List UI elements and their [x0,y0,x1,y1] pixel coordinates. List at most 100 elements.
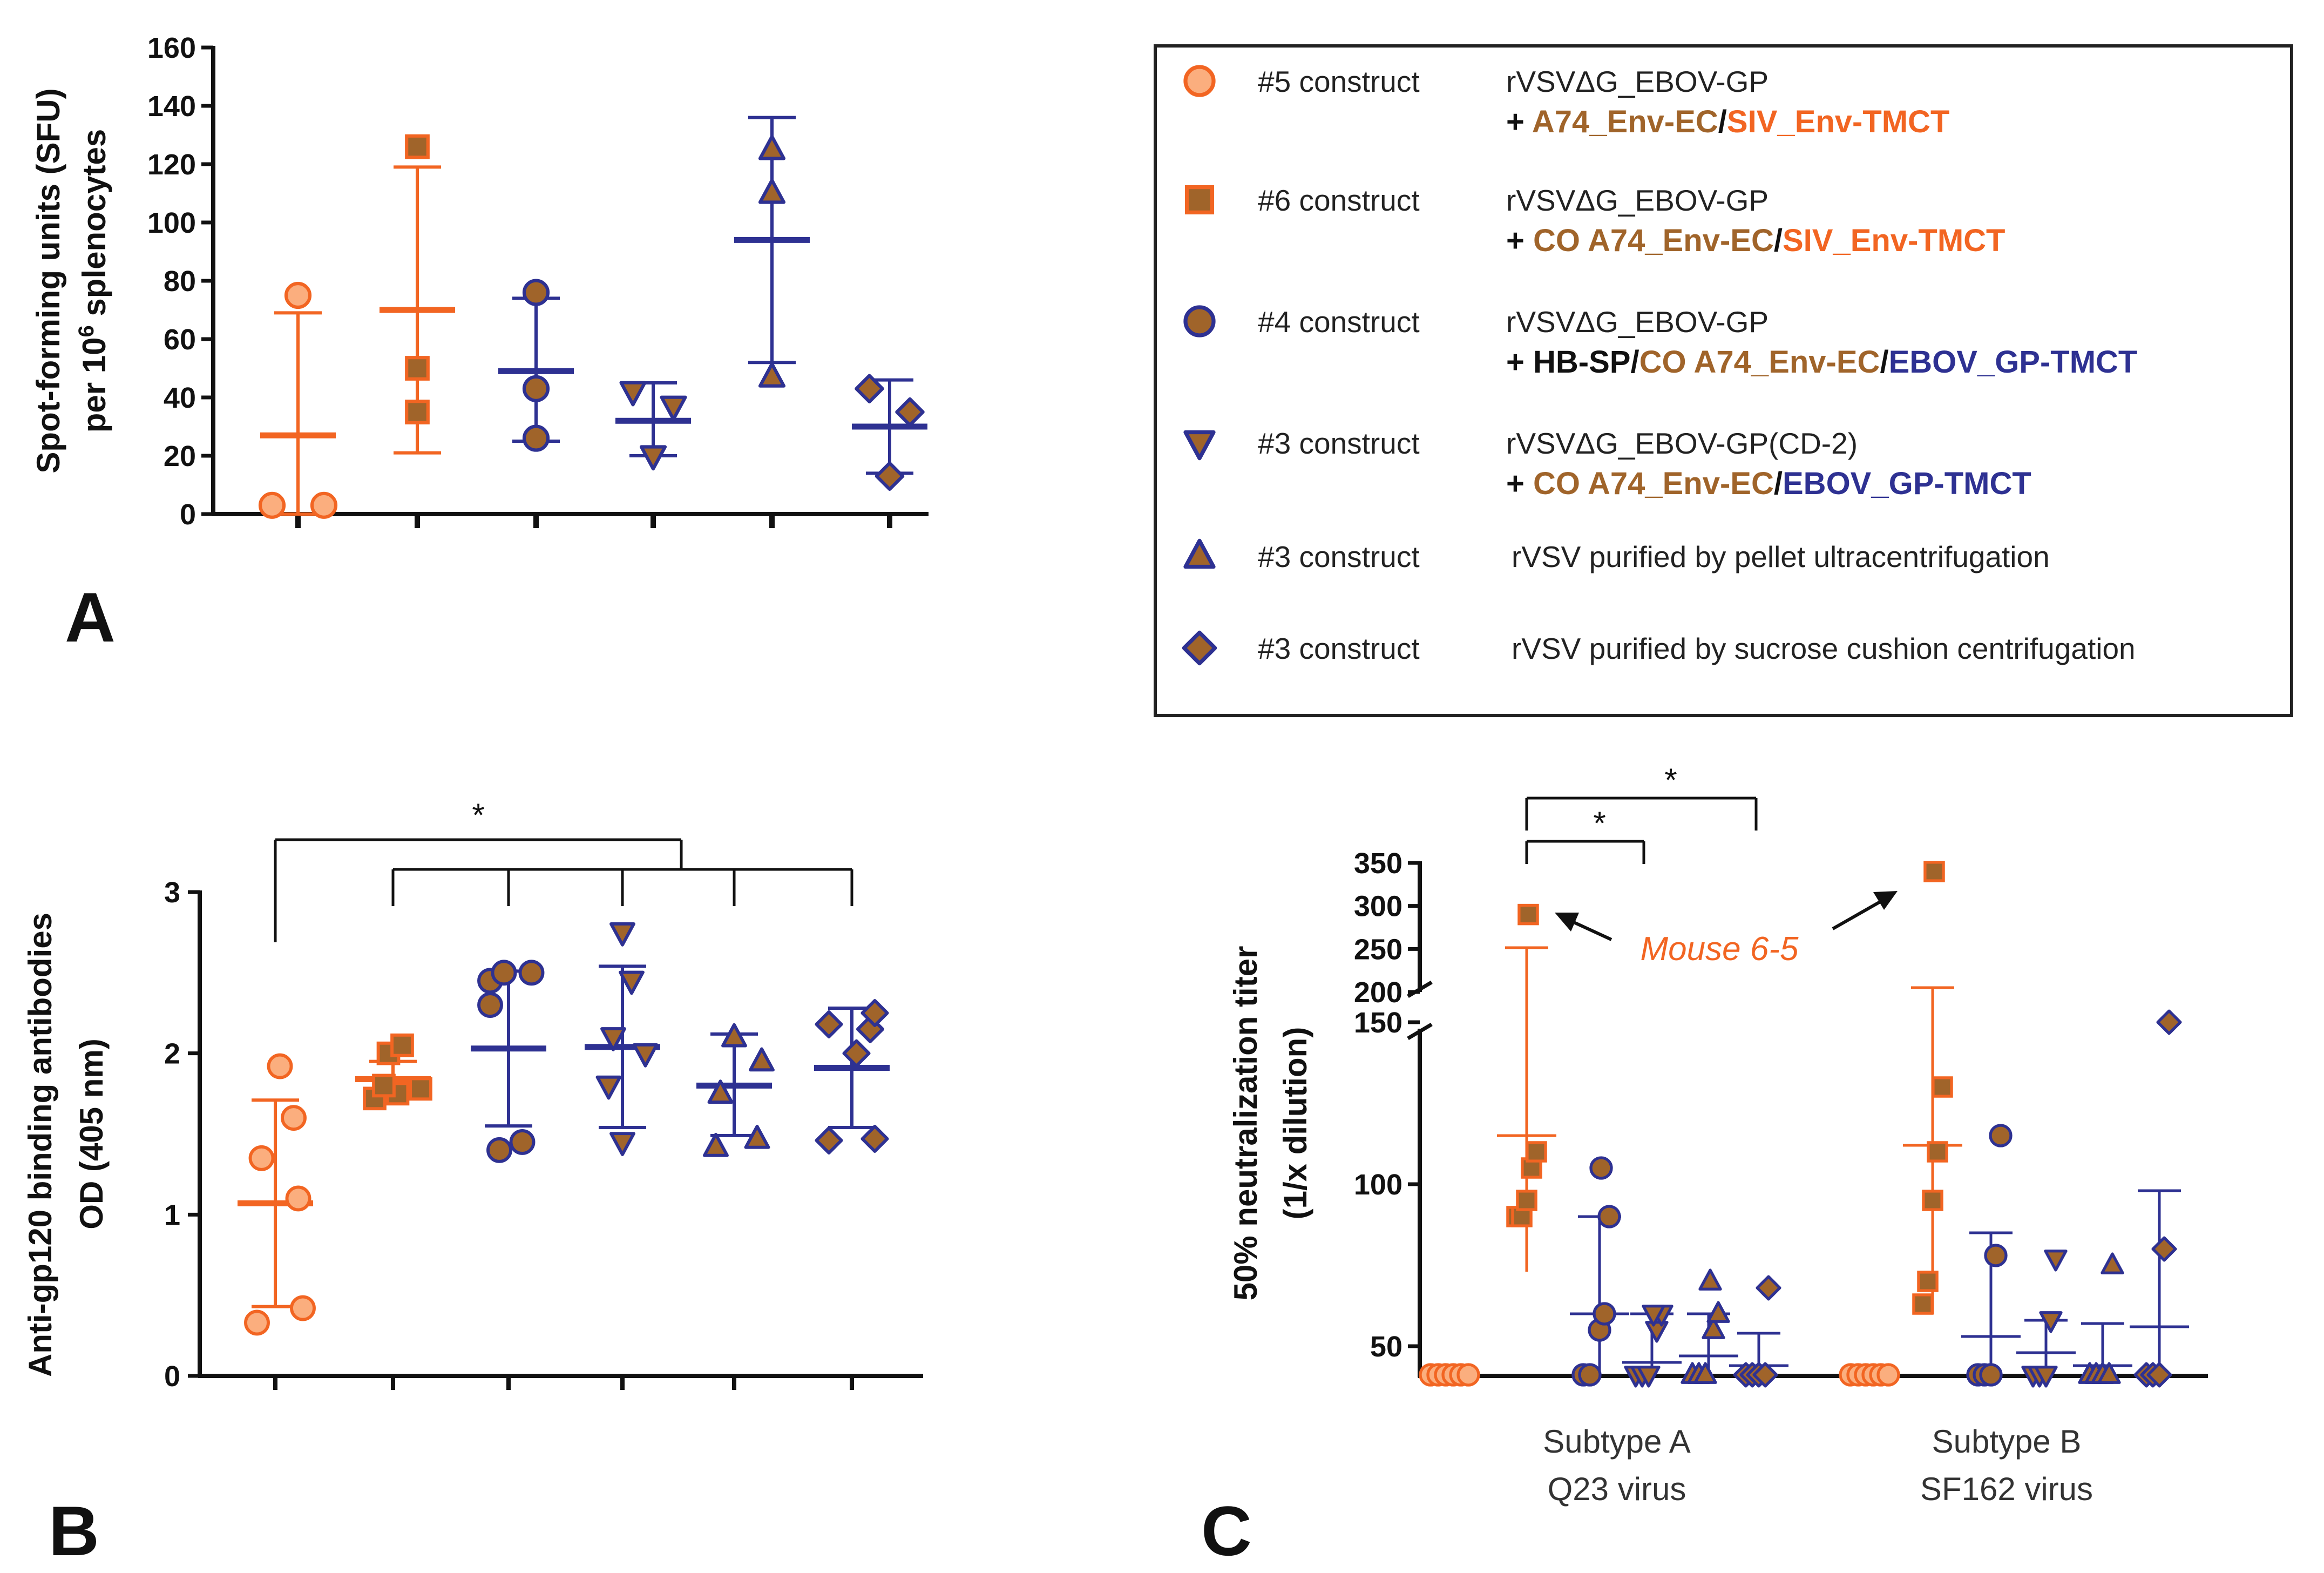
data-point [372,1074,396,1098]
legend-insert-label: + CO A74_Env-EC/SIV_Env-TMCT [1506,223,2005,258]
group-1 [355,1033,432,1111]
data-point [1698,1268,1722,1291]
data-point [405,400,430,424]
data-point [244,1309,270,1336]
annotation: Mouse 6-5 [1555,891,1898,968]
legend-box [1154,44,2293,717]
data-point [1593,1302,1616,1326]
data-point [856,1015,885,1043]
data-point [749,1047,775,1072]
legend-construct-label: #4 construct [1258,305,1420,339]
y-tick-label: 50 [1370,1331,1402,1363]
data-point [815,1010,843,1038]
y-tick-label: 0 [180,498,196,531]
y-axis-title-line1: 50% neutralization titer [1228,946,1264,1301]
y-tick-label: 20 [164,440,196,472]
legend-marker-circle-icon [1183,65,1216,97]
data-point [284,281,312,309]
data-point [895,397,925,427]
y-axis-title-line2: per 106 splenocytes [74,129,112,433]
data-point [1752,1362,1778,1388]
data-point [290,1295,316,1321]
data-point [486,1137,512,1163]
data-point [1517,903,1539,926]
y-tick-label: 80 [164,265,196,298]
group-2 [498,279,574,452]
legend-vector-label: rVSVΔG_EBOV-GP [1506,184,1769,217]
data-point [1702,1317,1725,1339]
data-point [1597,1205,1621,1228]
group-3 [585,922,660,1156]
data-point [2034,1366,2058,1388]
group-3 [1622,1305,1682,1388]
axis-break-mark [1407,980,1433,998]
legend-insert-segment: + [1506,466,1533,501]
data-point [875,461,905,491]
y-tick-label: 120 [147,148,196,181]
data-point [2151,1236,2177,1262]
significance-brackets: ** [1525,762,1758,864]
legend-marker-circle-icon [1183,305,1216,337]
legend-marker-triangle-down-icon [1183,430,1216,461]
data-point [1637,1366,1661,1388]
legend-insert-label: + CO A74_Env-EC/EBOV_GP-TMCT [1506,466,2031,501]
legend-insert-segment: A74_Env-EC [1532,104,1718,139]
data-point [861,998,889,1028]
data-point [1456,1363,1480,1387]
legend-insert-segment: CO A74_Env-EC [1639,345,1880,380]
data-point [385,1082,410,1106]
data-point [2039,1311,2063,1333]
legend-vector-label: rVSVΔG_EBOV-GP [1506,305,1769,339]
y-tick-label: 3 [164,876,180,909]
data-point [1516,1190,1537,1211]
legend-vector-label: rVSVΔG_EBOV-GP(CD-2) [1506,427,1858,460]
data-point [1917,1271,1939,1292]
data-point [522,279,550,306]
data-point [758,178,786,204]
data-point [1984,1244,2008,1267]
data-point [703,1132,729,1157]
x-category-label: Q23 virus [1548,1471,1686,1507]
group-2 [1570,1156,1629,1387]
panel-label-a: A [65,578,116,657]
significance-bracket: * [274,797,853,942]
y-tick-label: 1 [164,1199,180,1231]
legend-construct-label: #3 construct [1258,427,1420,460]
y-axis-title-line2: (1/x dilution) [1277,1027,1313,1220]
data-point [1923,861,1945,882]
y-tick-label: 150 [1354,1007,1402,1039]
legend-insert-segment: CO A74_Env-EC [1533,223,1774,258]
data-point [660,395,687,421]
y-axis-title-line1: Spot-forming units (SFU) [30,88,66,473]
group-4 [1679,1268,1738,1384]
data-point [2156,1009,2182,1035]
group-2 [471,960,546,1163]
legend-insert-segment: EBOV_GP-TMCT [1783,466,2031,501]
y-tick-label: 100 [1354,1169,1402,1201]
legend-insert-segment: CO A74_Env-EC [1533,466,1774,501]
data-point [1578,1363,1602,1387]
data-point [842,1039,871,1068]
data-point [1979,1363,2003,1387]
annotation-mouse-label: Mouse 6-5 [1641,930,1799,968]
data-point [1922,1190,1943,1211]
group-1 [380,134,455,455]
data-point [285,1185,311,1212]
data-point [855,374,884,404]
data-point [1932,1076,1953,1098]
data-point [609,922,635,947]
y-tick-label: 200 [1354,976,1402,1009]
y-tick-label: 140 [147,90,196,123]
significance-star: * [1593,805,1605,841]
data-point [405,356,430,381]
data-point [1642,1305,1665,1327]
data-point [2044,1250,2068,1272]
group-5 [1729,1275,1788,1388]
data-point [477,992,503,1018]
legend-marker-diamond-icon [1182,630,1217,666]
legend-insert-segment: / [1774,223,1783,258]
y-tick-label: 300 [1354,890,1402,923]
y-tick-label: 60 [164,323,196,356]
data-point [1589,1156,1613,1180]
